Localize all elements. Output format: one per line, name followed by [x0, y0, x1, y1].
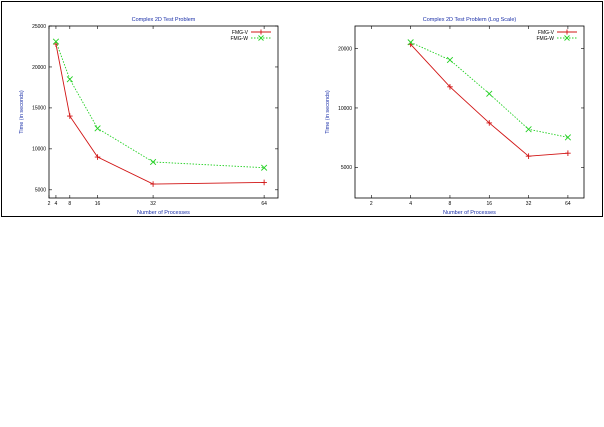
chart1-y-axis-label: Time (in seconds): [19, 90, 25, 134]
chart1-x-tick-label: 4: [55, 201, 58, 207]
chart1-fmg-w-line: [55, 41, 265, 169]
chart2-x-tick-label: 16: [486, 201, 492, 207]
chart2-x-tick-label: 4: [409, 201, 412, 207]
chart1-fmg-w-point: [261, 164, 268, 171]
chart1-y-tick-label: 5000: [35, 188, 46, 194]
chart1-x-tick-label: 2: [48, 201, 51, 207]
chart1-fmg-v-marker: [94, 154, 101, 160]
chart2-fmg-v-line: [410, 44, 568, 157]
chart2-fmg-v-point: [447, 83, 453, 90]
chart2-legend-marker-fmg-v: [564, 29, 570, 35]
chart1-legend-label-fmg-v: FMG-V: [232, 30, 249, 36]
chart2-fmg-w-point: [486, 90, 493, 97]
chart1-fmg-v-line: [55, 43, 265, 185]
chart2-y-axis-label: Time (in seconds): [325, 90, 331, 134]
chart1-fmg-w-marker: [52, 38, 60, 45]
chart1-fmg-w-point: [94, 125, 101, 132]
chart1-fmg-w-marker: [66, 76, 73, 83]
chart2-legend-label-fmg-w: FMG-W: [537, 36, 555, 42]
chart1-fmg-v-marker: [67, 113, 73, 119]
chart2-y-tick-label: 5000: [341, 165, 352, 171]
chart1-x-tick-label: 64: [261, 201, 267, 207]
chart2-fmg-w-marker: [564, 134, 572, 141]
chart1-title: Complex 2D Test Problem: [132, 17, 196, 23]
chart2-fmg-w-point: [525, 126, 532, 133]
chart1-y-tick-label: 15000: [32, 106, 46, 112]
chart1-fmg-w-point: [52, 38, 60, 45]
chart2-fmg-w-marker: [486, 90, 493, 97]
chart2-fmg-v-marker: [447, 83, 453, 90]
figure-frame: 2 4 8 16 32 64 5000 10000 15000 20000 25000 Complex…: [1, 1, 603, 217]
chart1-x-axis-label: Number of Processes: [137, 210, 190, 216]
chart2-legend-marker-fmg-w: [564, 35, 570, 41]
chart2-fmg-w-point: [446, 56, 454, 64]
chart1-fmg-v-point: [67, 113, 73, 119]
chart1-legend-marker-fmg-w: [258, 35, 264, 41]
chart1-legend-label-fmg-w: FMG-W: [231, 36, 249, 42]
chart2-title: Complex 2D Test Problem (Log Scale): [423, 17, 517, 23]
chart2-x-tick-label: 8: [449, 201, 452, 207]
chart2-fmg-v-point: [565, 150, 571, 157]
chart1-fmg-v-point: [261, 179, 267, 186]
chart1-x-tick-label: 32: [150, 201, 156, 207]
chart1-y-tick-label: 20000: [32, 65, 46, 71]
chart1-fmg-w-point: [149, 158, 157, 166]
chart1-fmg-v-point: [150, 181, 156, 187]
chart1-legend-marker-fmg-v: [258, 29, 264, 35]
chart2-y-tick-label: 10000: [338, 106, 352, 112]
chart2-fmg-v-point: [525, 153, 532, 159]
chart2-fmg-w-marker: [407, 39, 414, 46]
chart2-y-tick-label: 20000: [338, 46, 352, 52]
chart2-fmg-v-marker: [565, 150, 571, 157]
chart1-x-tick-label: 8: [68, 201, 71, 207]
chart2-fmg-w-point: [564, 134, 572, 141]
chart1-fmg-w-marker: [94, 125, 101, 132]
chart2-x-axis-label: Number of Processes: [443, 210, 496, 216]
chart1-fmg-w-marker: [149, 158, 157, 166]
chart1-fmg-v-point: [94, 154, 101, 160]
chart1-y-tick-label: 25000: [32, 24, 46, 30]
chart2-plot-area: [354, 25, 585, 199]
chart2-fmg-v-marker: [525, 153, 532, 159]
chart2-fmg-v-marker: [486, 120, 493, 126]
chart2-legend-label-fmg-v: FMG-V: [538, 30, 555, 36]
chart2-fmg-w-point: [407, 39, 414, 46]
chart2-fmg-v-point: [486, 120, 493, 126]
chart1-y-tick-label: 10000: [32, 147, 46, 153]
chart1-plot-area: [48, 25, 279, 199]
chart2-fmg-w-marker: [446, 56, 454, 64]
chart1-fmg-v-marker: [261, 179, 267, 186]
chart1-x-tick-label: 16: [95, 201, 101, 207]
chart1-fmg-w-marker: [261, 164, 268, 171]
chart2-x-tick-label: 32: [526, 201, 532, 207]
chart2-fmg-w-marker: [525, 126, 532, 133]
charts-canvas: 2 4 8 16 32 64500010000150002000025000Complex…: [19, 17, 585, 216]
chart2-x-tick-label: 64: [565, 201, 571, 207]
chart2-x-tick-label: 2: [370, 201, 373, 207]
chart1-fmg-w-point: [66, 76, 73, 83]
chart1-fmg-v-marker: [150, 181, 156, 187]
